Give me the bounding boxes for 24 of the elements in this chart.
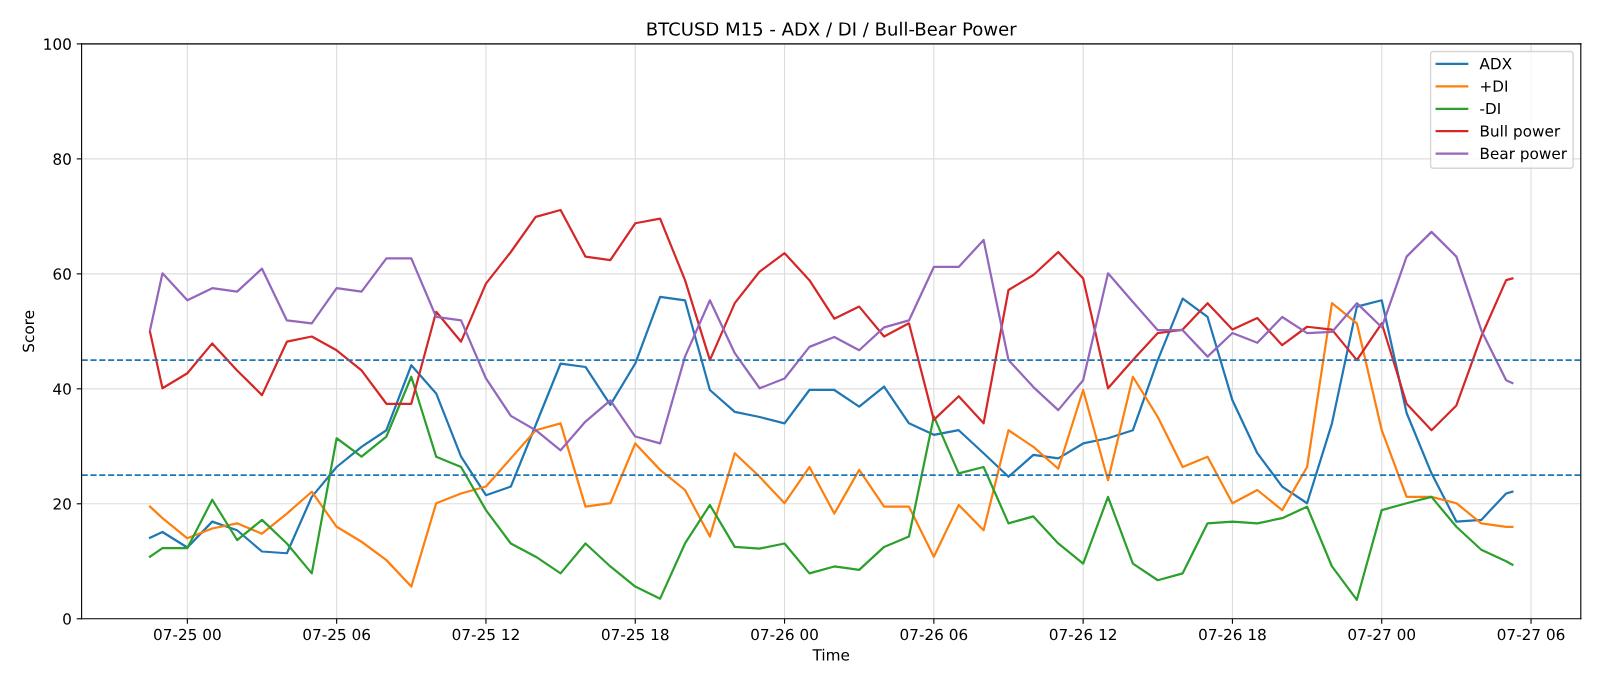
y-tick-label: 60	[53, 268, 71, 280]
x-tick-label: 07-25 06	[303, 628, 371, 641]
legend-label: +DI	[1481, 80, 1508, 92]
legend-label: Bear power	[1480, 147, 1568, 163]
chart-title: BTCUSD M15 - ADX / DI / Bull-Bear Power	[647, 21, 1017, 38]
x-tick-label: 07-26 12	[1049, 628, 1116, 641]
x-tick-label: 07-26 06	[900, 628, 968, 641]
legend-label: Bull power	[1480, 124, 1561, 140]
y-tick-label: 20	[53, 498, 71, 510]
x-tick-label: 07-26 18	[1199, 628, 1266, 641]
x-tick-label: 07-25 18	[601, 628, 669, 641]
x-tick-label: 07-25 12	[452, 628, 519, 641]
y-tick-label: 80	[53, 153, 71, 165]
x-tick-label: 07-27 06	[1497, 628, 1565, 641]
y-tick-label: 100	[44, 38, 71, 50]
legend-label: -DI	[1480, 102, 1500, 115]
x-tick-label: 07-25 00	[154, 628, 221, 641]
x-axis-title: Time	[812, 648, 850, 661]
x-tick-label: 07-26 00	[751, 628, 818, 641]
legend-label: ADX	[1479, 58, 1512, 70]
y-tick-label: 0	[63, 613, 71, 625]
y-axis-title: Score	[22, 310, 35, 352]
y-tick-label: 40	[53, 383, 71, 395]
x-tick-label: 07-27 00	[1348, 628, 1416, 641]
